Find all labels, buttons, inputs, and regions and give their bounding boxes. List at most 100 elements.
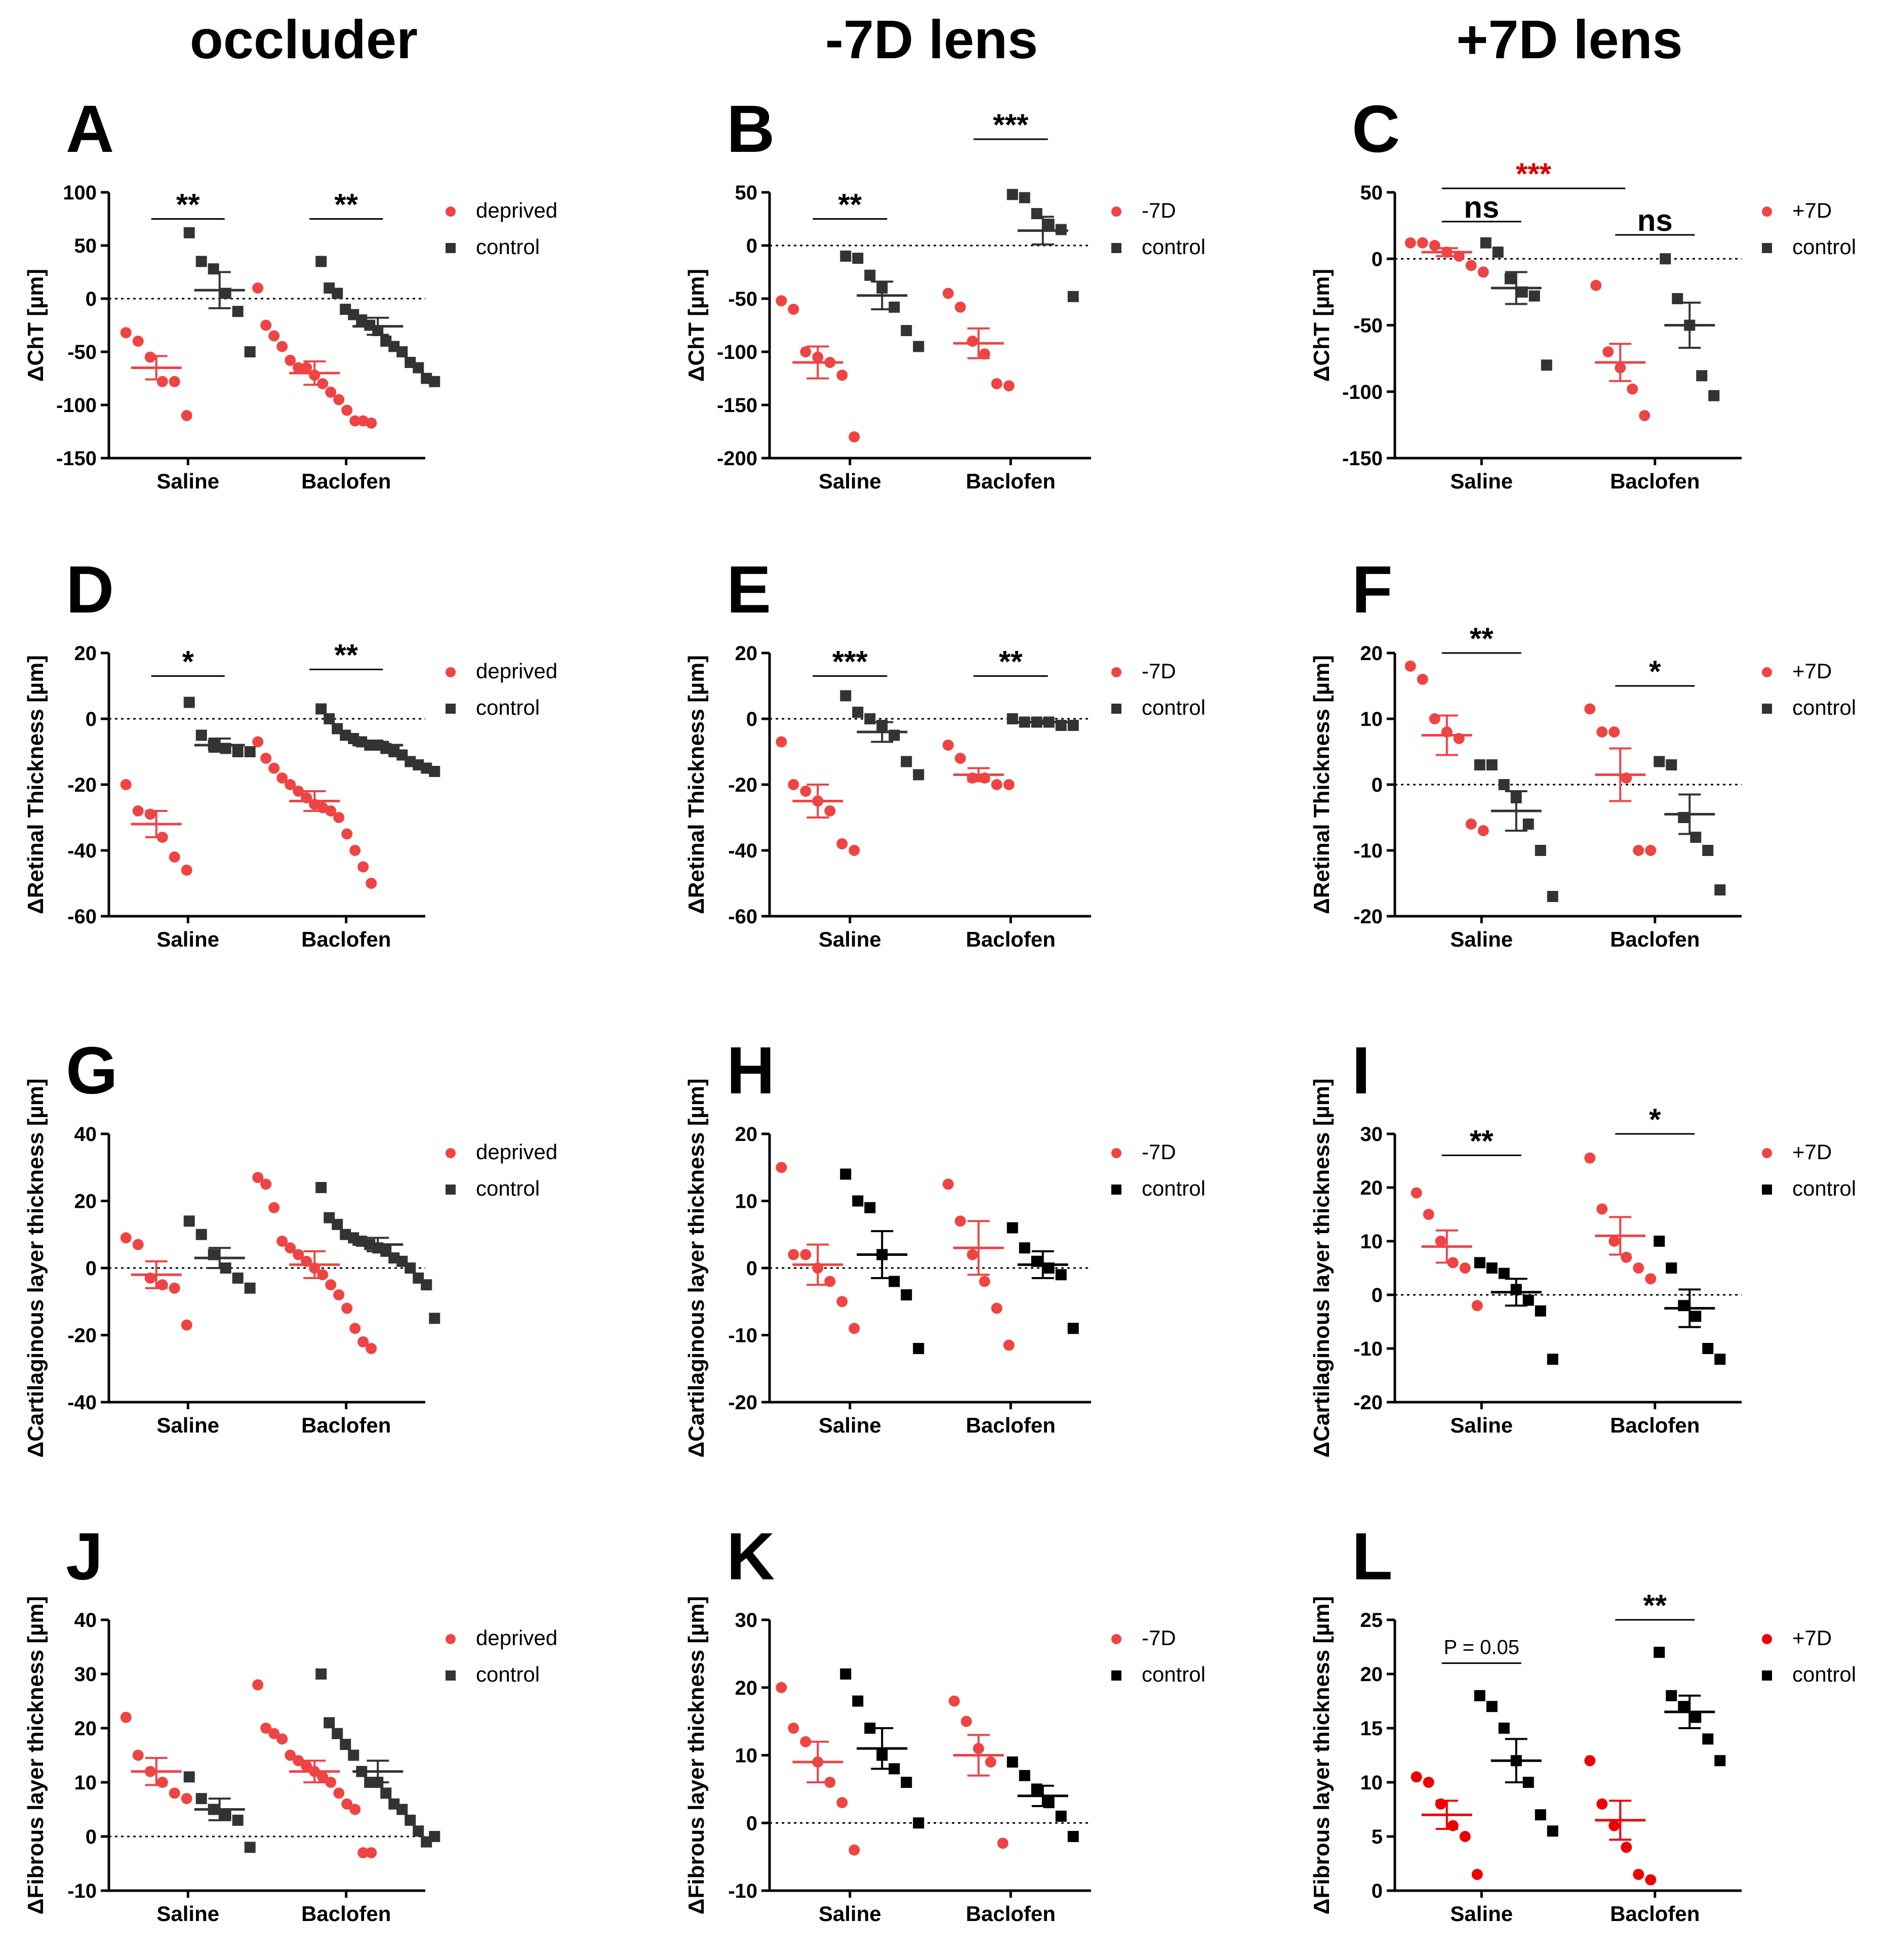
y-axis-title: ΔChT [µm] [23,269,48,382]
data-point-control [429,1831,440,1842]
data-point-deprived [325,386,337,398]
y-tick-label: -60 [67,906,97,928]
data-point-7d [1602,346,1614,357]
data-point-control [348,1749,359,1761]
x-category-label: Saline [819,1902,881,1926]
x-category-label: Saline [1450,469,1513,493]
data-point-7d [1003,380,1015,392]
legend-marker-square [1762,1185,1772,1195]
data-point-control [1474,1257,1485,1269]
legend-label: -7D [1142,198,1176,222]
significance-label: ** [1470,1124,1494,1158]
data-point-control [852,1695,864,1707]
data-point-deprived [276,772,288,784]
x-category-label: Baclofen [966,1902,1056,1926]
x-category-label: Baclofen [301,469,391,493]
data-point-control [405,1262,416,1274]
y-tick-label: 0 [746,1812,757,1834]
data-point-deprived [181,865,192,876]
y-axis-title: ΔCartilaginous layer thickness [µm] [1309,1079,1334,1458]
y-tick-label: -150 [1342,447,1383,470]
data-point-deprived [325,1777,337,1788]
legend-marker-square [1762,704,1772,714]
data-point-control [1019,1770,1030,1781]
data-point-control [340,1739,351,1750]
data-point-deprived [268,330,280,342]
data-point-control [1055,1269,1067,1281]
y-tick-label: 25 [1360,1609,1383,1631]
data-point-control [396,346,408,357]
data-point-7d [1417,237,1428,249]
panel-h: H -20 -10 0 10 20 Saline Baclofen ΔCartilaginous… [684,1033,1205,1457]
y-tick-label: -10 [728,1880,757,1902]
y-tick-label: -20 [67,774,97,796]
data-point-control [195,1793,207,1805]
data-point-7d [997,1838,1009,1849]
data-point-deprived [252,282,264,294]
data-point-control [1666,759,1677,770]
legend-marker-square [446,1185,456,1195]
legend-label: control [1142,696,1205,719]
x-category-label: Saline [1450,1902,1513,1926]
legend-label: deprived [476,659,557,683]
data-point-7d [1633,1868,1644,1880]
legend-marker-square [1111,1670,1121,1681]
y-tick-label: -20 [1353,1392,1383,1414]
data-point-deprived [293,1755,304,1767]
data-point-7d [788,1249,799,1260]
data-point-7d [1404,661,1416,672]
y-tick-label: -40 [67,840,97,862]
significance-label: ** [334,638,358,672]
data-point-deprived [268,1728,280,1739]
data-point-7d [824,805,836,816]
legend-marker-circle [1762,1148,1772,1158]
x-category-label: Saline [1450,927,1513,951]
data-point-7d [1411,1771,1422,1783]
data-point-control [1498,1268,1510,1279]
data-point-deprived [260,1178,272,1190]
data-point-control [232,306,244,317]
y-axis-title: ΔCartilaginous layer thickness [µm] [23,1079,48,1458]
significance-label: * [1649,1102,1661,1136]
data-point-7d [1003,779,1015,790]
data-point-control [901,1777,912,1788]
data-point-7d [1608,1236,1620,1247]
data-point-deprived [181,1793,192,1805]
y-tick-label: 40 [74,1123,97,1146]
data-point-control [244,1842,256,1853]
y-tick-label: -20 [728,774,757,796]
data-point-deprived [301,1760,312,1772]
data-point-control [324,1717,335,1729]
legend-marker-circle [1111,207,1121,217]
data-point-7d [788,1723,799,1734]
data-point-control [1486,1262,1498,1274]
x-category-label: Baclofen [1610,1413,1700,1437]
data-point-control [195,729,207,741]
panel-d: D -60 -40 -20 0 20 Saline Baclofen ΔRetinal Thic… [23,552,557,951]
y-tick-label: -10 [1353,1338,1383,1360]
data-point-7d [1459,1831,1471,1842]
y-tick-label: 30 [1360,1123,1383,1146]
data-point-7d [1429,240,1440,251]
data-point-control [1528,290,1540,302]
y-tick-label: 40 [74,1609,97,1631]
data-point-control [1547,1354,1558,1365]
data-point-7d [1608,1820,1620,1831]
data-point-deprived [156,1777,168,1788]
legend-marker-square [446,243,456,253]
x-category-label: Saline [156,927,219,951]
data-point-control [195,1229,207,1240]
data-point-control [1672,293,1683,304]
significance-label: *** [1516,157,1552,191]
data-point-7d [1596,726,1608,738]
data-point-7d [942,288,954,299]
data-point-control [840,1168,852,1180]
x-category-label: Saline [156,1413,219,1437]
y-tick-label: 0 [86,1257,97,1280]
legend-label: control [1142,1176,1205,1200]
y-tick-label: 0 [86,1826,97,1848]
data-point-7d [1423,1777,1434,1788]
panel-letter: K [727,1519,775,1594]
panel-l: L 0 5 10 15 20 25 Saline Baclofen ΔFibrous layer … [1309,1519,1856,1926]
